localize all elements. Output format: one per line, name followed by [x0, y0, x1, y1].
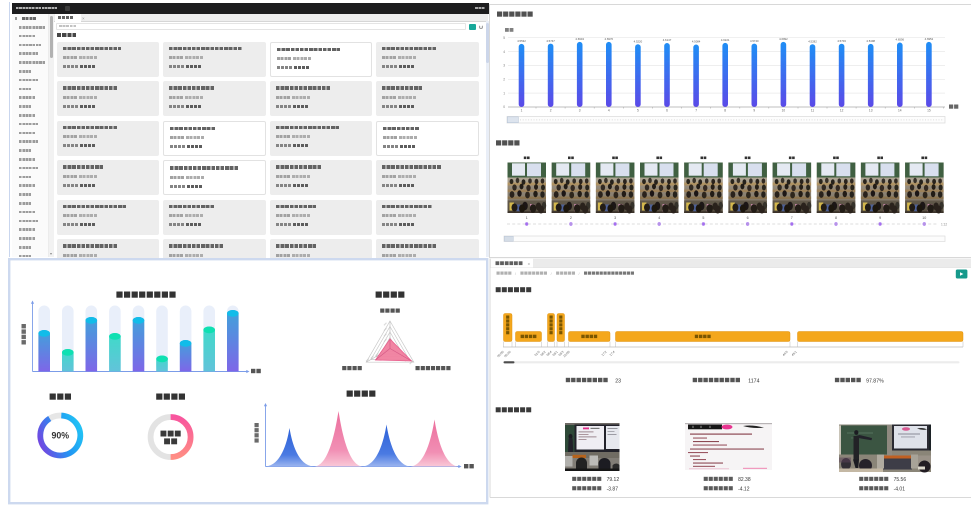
svg-text:5: 5 [503, 36, 505, 40]
svg-text:14: 14 [898, 109, 902, 113]
svg-text:/: / [579, 271, 581, 276]
svg-text:00:26: 00:26 [503, 350, 512, 359]
svg-text:08:2: 08:2 [540, 350, 547, 357]
svg-text:4.5498: 4.5498 [866, 39, 875, 43]
svg-text:1174: 1174 [748, 378, 759, 384]
svg-text:4.5532: 4.5532 [517, 39, 526, 43]
svg-text:3: 3 [579, 109, 581, 113]
svg-text:08:4: 08:4 [546, 350, 553, 357]
svg-text:01:0: 01:0 [534, 350, 541, 357]
svg-text:4: 4 [658, 216, 660, 220]
svg-text:44:5: 44:5 [782, 350, 789, 357]
svg-text:09:3: 09:3 [558, 350, 565, 357]
svg-text:23: 23 [615, 378, 621, 384]
svg-text:4.6943: 4.6943 [575, 37, 584, 41]
svg-text:3: 3 [614, 216, 616, 220]
svg-text:6: 6 [666, 109, 668, 113]
svg-text:97.87%: 97.87% [866, 378, 884, 384]
svg-text:4: 4 [503, 50, 505, 54]
svg-text:10:05: 10:05 [562, 350, 571, 359]
svg-text:/: / [551, 271, 553, 276]
svg-text:12: 12 [840, 109, 844, 113]
svg-text:4.6147: 4.6147 [663, 38, 672, 42]
svg-text:-3.87: -3.87 [607, 487, 619, 493]
svg-text:10: 10 [782, 109, 786, 113]
svg-text:4.5282: 4.5282 [808, 39, 817, 43]
svg-text:4.6970: 4.6970 [605, 37, 614, 41]
svg-text:17:4: 17:4 [609, 350, 616, 357]
svg-text:3: 3 [503, 64, 505, 68]
svg-text:1: 1 [503, 91, 505, 95]
svg-text:7: 7 [791, 216, 793, 220]
svg-text:2: 2 [550, 109, 552, 113]
svg-text:09:1: 09:1 [552, 350, 559, 357]
svg-text:-4.01: -4.01 [894, 487, 906, 493]
svg-text:90%: 90% [51, 431, 69, 441]
svg-text:/: / [515, 271, 517, 276]
svg-text:4.5220: 4.5220 [634, 40, 643, 44]
svg-text:2: 2 [570, 216, 572, 220]
svg-text:82.38: 82.38 [738, 477, 751, 483]
svg-text:4.5703: 4.5703 [837, 39, 846, 43]
svg-text:4.6556: 4.6556 [896, 38, 905, 42]
svg-text:5: 5 [702, 216, 704, 220]
svg-text:5: 5 [637, 109, 639, 113]
svg-text:0: 0 [503, 105, 505, 109]
svg-text:1: 1 [526, 216, 528, 220]
svg-text:2: 2 [503, 78, 505, 82]
svg-text:13: 13 [869, 109, 873, 113]
svg-text:4.6992: 4.6992 [779, 37, 788, 41]
svg-text:9: 9 [753, 109, 755, 113]
svg-text:7: 7 [695, 109, 697, 113]
svg-text:8: 8 [835, 216, 837, 220]
svg-text:1:12: 1:12 [941, 223, 947, 227]
svg-text:15: 15 [927, 109, 931, 113]
svg-text:4.5084: 4.5084 [692, 40, 701, 44]
svg-text:4.5747: 4.5747 [546, 39, 555, 43]
svg-text:75.56: 75.56 [894, 477, 907, 483]
svg-text:1: 1 [521, 109, 523, 113]
svg-text:9: 9 [879, 216, 881, 220]
svg-text:17:2: 17:2 [601, 350, 608, 357]
svg-text:4: 4 [608, 109, 610, 113]
svg-text:11: 11 [811, 109, 815, 113]
svg-text:8: 8 [724, 109, 726, 113]
svg-text:4.6221: 4.6221 [721, 38, 730, 42]
svg-text:-4.12: -4.12 [738, 487, 750, 493]
svg-text:00:00: 00:00 [496, 350, 505, 359]
svg-text:4.5740: 4.5740 [750, 39, 759, 43]
svg-text:×: × [528, 261, 531, 266]
svg-text:6: 6 [747, 216, 749, 220]
svg-text:45:1: 45:1 [791, 350, 798, 357]
svg-text:10: 10 [922, 216, 926, 220]
svg-text:79.12: 79.12 [607, 477, 620, 483]
svg-text:4.6952: 4.6952 [925, 37, 934, 41]
